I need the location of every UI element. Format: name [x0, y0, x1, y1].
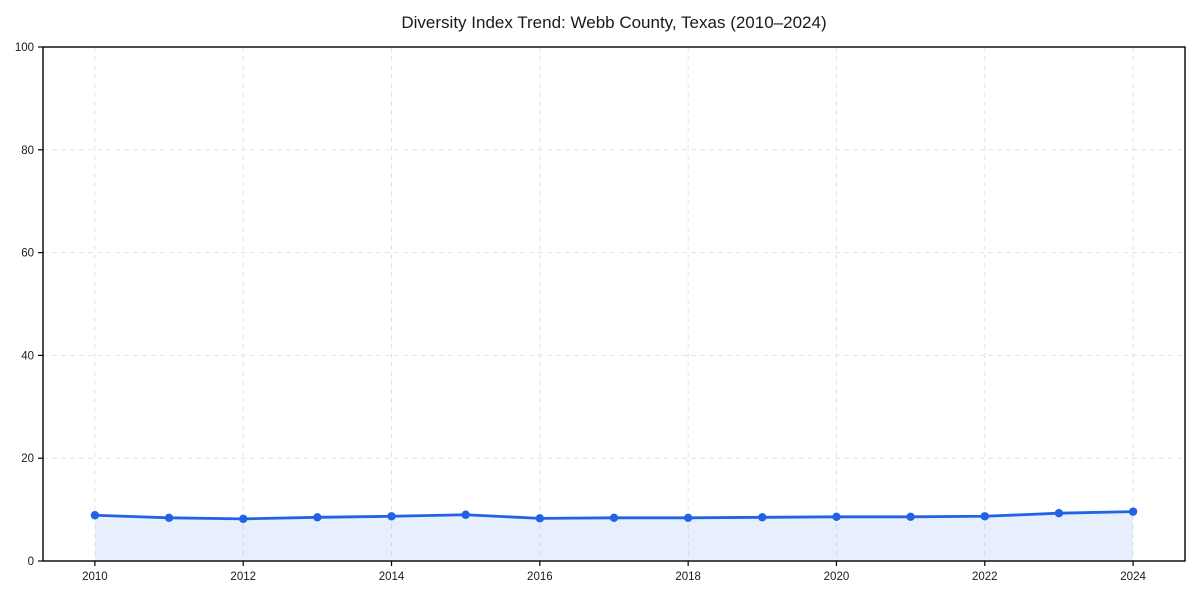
x-tick-label: 2018: [675, 571, 701, 583]
data-point: [461, 510, 470, 519]
data-point: [758, 513, 767, 522]
y-tick-label: 80: [21, 145, 34, 157]
data-point: [832, 512, 841, 521]
data-point: [164, 513, 174, 523]
plot-border: [42, 46, 1186, 562]
x-tick-label: 2020: [824, 571, 850, 583]
x-tick-label: 2014: [379, 571, 405, 583]
y-tick-label: 100: [15, 42, 34, 54]
chart-title: Diversity Index Trend: Webb County, Texa…: [401, 13, 827, 32]
gridlines: [43, 46, 1185, 561]
y-tick-label: 40: [21, 350, 34, 362]
x-tick-label: 2016: [527, 571, 553, 583]
y-tick-label: 60: [21, 248, 34, 260]
area-fill: [94, 511, 1134, 561]
data-point: [1054, 508, 1064, 518]
data-point: [239, 514, 248, 524]
x-tick-label: 2024: [1120, 571, 1146, 583]
y-tick-label: 0: [28, 556, 34, 568]
data-point: [609, 513, 619, 523]
x-tick-label: 2010: [82, 571, 108, 583]
y-tick-label: 20: [21, 453, 34, 465]
data-point: [1128, 507, 1138, 516]
data-point: [683, 513, 693, 523]
x-tick-label: 2022: [972, 571, 998, 583]
x-tick-label: 2012: [230, 571, 256, 583]
data-point: [535, 514, 545, 523]
axis-ticks: 2010 2012 2014 2016 2018 2020 2022 2024 0 20 40 60 8…: [15, 42, 1147, 583]
data-point: [387, 512, 396, 521]
data-points: [90, 507, 1138, 524]
data-point: [906, 512, 915, 521]
data-point: [90, 511, 100, 520]
data-point: [980, 512, 989, 521]
data-point: [313, 513, 322, 522]
